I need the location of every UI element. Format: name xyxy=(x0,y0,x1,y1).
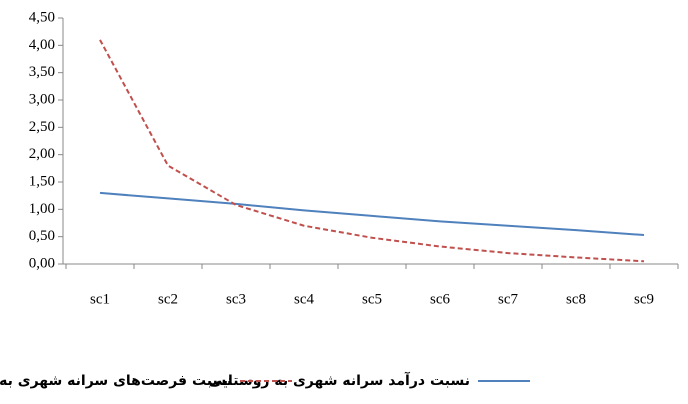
x-tick-label: sc9 xyxy=(634,291,654,307)
y-tick-label: 0,50 xyxy=(29,228,55,244)
x-tick-label: sc1 xyxy=(90,291,110,307)
x-tick-label: sc2 xyxy=(158,291,178,307)
y-tick-label: 0,00 xyxy=(29,255,55,271)
x-tick-label: sc6 xyxy=(430,291,450,307)
x-tick-label: sc3 xyxy=(226,291,246,307)
x-tick-label: sc7 xyxy=(498,291,518,307)
y-tick-label: 4,50 xyxy=(29,9,55,25)
y-tick-label: 4,00 xyxy=(29,37,55,53)
y-tick-label: 1,00 xyxy=(29,201,55,217)
y-tick-label: 1,50 xyxy=(29,173,55,189)
x-tick-label: sc4 xyxy=(294,291,314,307)
y-tick-label: 2,00 xyxy=(29,146,55,162)
x-tick-label: sc8 xyxy=(566,291,586,307)
y-tick-label: 3,00 xyxy=(29,91,55,107)
y-tick-label: 2,50 xyxy=(29,119,55,135)
y-tick-label: 3,50 xyxy=(29,64,55,80)
series-line xyxy=(99,39,645,263)
x-tick-label: sc5 xyxy=(362,291,382,307)
series-line xyxy=(99,191,645,237)
legend-label: نسبت فرصت‌های سرانه شهری به روستایی xyxy=(0,373,232,389)
legend-label: نسبت درآمد سرانه شهری به روستایی xyxy=(209,371,470,389)
